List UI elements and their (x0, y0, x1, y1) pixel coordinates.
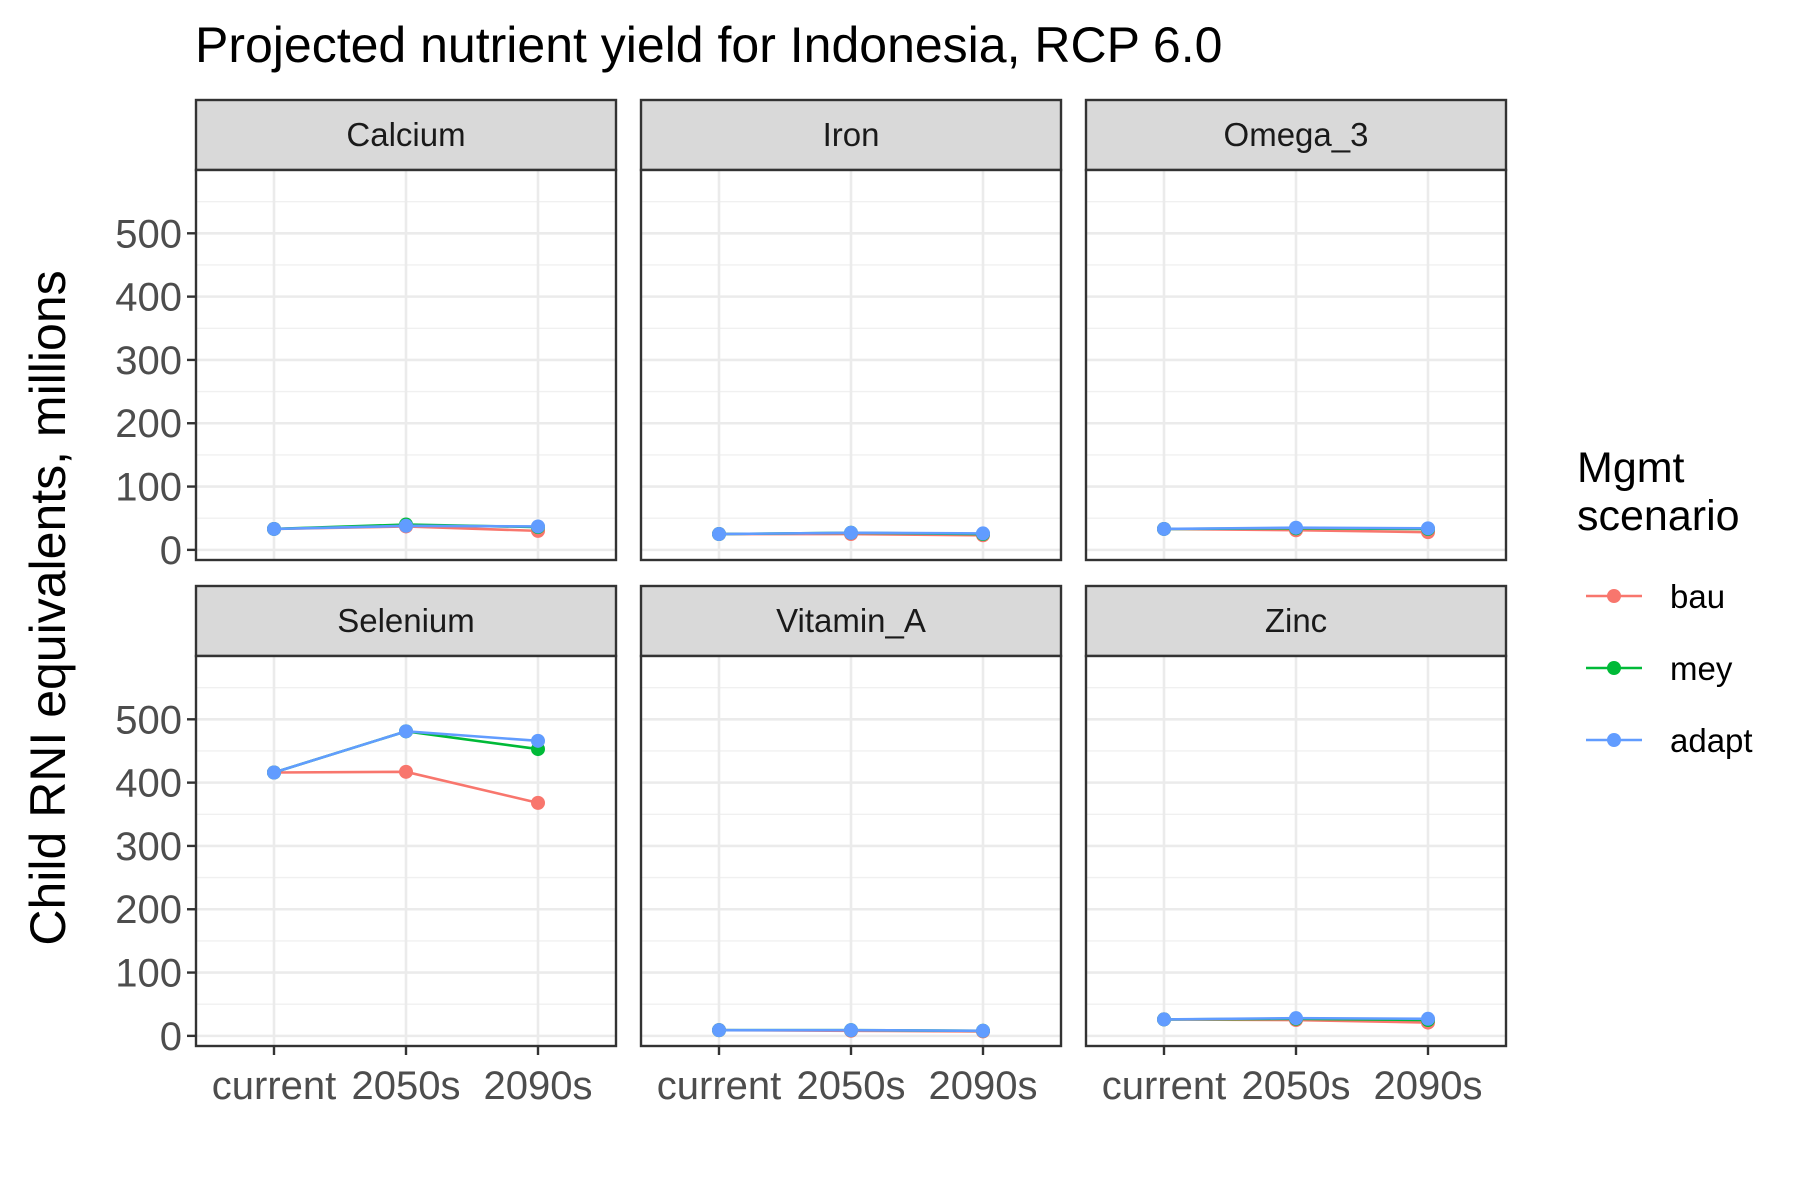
facet-panels: Calcium 0 100 200 300 400 500 Iron Omega_3 Seleni… (115, 98, 1508, 1108)
y-tick-label: 300 (115, 825, 182, 869)
panel-omega-3: Omega_3 (1084, 98, 1508, 562)
data-point-bau (531, 795, 545, 810)
y-tick-label: 200 (115, 402, 182, 446)
facet-strip (639, 584, 1063, 658)
legend-label: adapt (1670, 722, 1753, 759)
y-tick-label: 100 (115, 466, 182, 510)
facet-strip (1084, 584, 1508, 658)
y-tick-label: 400 (115, 276, 182, 320)
y-axis-label: Child RNI equivalents, millions (20, 270, 76, 945)
x-tick-label: 2050s (1242, 1064, 1351, 1108)
panel-border (639, 168, 1063, 562)
facet-label: Iron (823, 116, 880, 153)
chart-title: Projected nutrient yield for Indonesia, … (195, 17, 1222, 73)
panel-border (1084, 168, 1508, 562)
data-point-adapt (1289, 1011, 1303, 1026)
x-tick-label: 2050s (352, 1064, 461, 1108)
data-point-adapt (531, 519, 545, 534)
legend-label: mey (1670, 650, 1733, 687)
x-tick-label: current (657, 1064, 782, 1108)
legend-label: bau (1670, 578, 1725, 615)
facet-strip (194, 584, 618, 658)
data-point-adapt (531, 733, 545, 748)
x-tick-label: 2090s (929, 1064, 1038, 1108)
legend-key-point (1607, 589, 1621, 603)
legend-title: Mgmt scenario (1577, 444, 1740, 540)
facet-strip (194, 98, 618, 172)
legend-entry-mey: mey (1586, 650, 1733, 687)
data-point-adapt (844, 525, 858, 540)
y-tick-label: 0 (160, 529, 182, 573)
panel-calcium: Calcium 0 100 200 300 400 500 (115, 98, 618, 573)
y-tick-label: 100 (115, 952, 182, 996)
legend-key-point (1607, 733, 1621, 747)
y-tick-label: 300 (115, 339, 182, 383)
panel-zinc: Zinc current 2050s 2090s (1084, 584, 1508, 1108)
data-point-adapt (844, 1023, 858, 1038)
data-point-adapt (1289, 520, 1303, 535)
x-tick-label: 2090s (484, 1064, 593, 1108)
panel-selenium: Selenium 0 100 200 300 400 500 current 2050s 2090… (115, 584, 618, 1108)
facet-label: Calcium (346, 116, 465, 153)
x-tick-label: 2050s (797, 1064, 906, 1108)
facet-label: Zinc (1265, 602, 1327, 639)
data-point-adapt (1421, 1011, 1435, 1026)
data-point-adapt (976, 526, 990, 541)
data-point-bau (399, 764, 413, 779)
data-point-adapt (1157, 521, 1171, 536)
y-tick-label: 500 (115, 698, 182, 742)
panel-iron: Iron (639, 98, 1063, 562)
facet-label: Vitamin_A (776, 602, 926, 639)
x-tick-label: current (212, 1064, 337, 1108)
y-tick-label: 400 (115, 762, 182, 806)
data-point-adapt (976, 1023, 990, 1038)
data-point-adapt (712, 1023, 726, 1038)
x-tick-label: 2090s (1374, 1064, 1483, 1108)
legend-key-point (1607, 661, 1621, 675)
data-point-adapt (1157, 1012, 1171, 1027)
data-point-adapt (712, 527, 726, 542)
y-tick-label: 0 (160, 1015, 182, 1059)
facet-label: Omega_3 (1224, 116, 1369, 153)
data-point-adapt (1421, 521, 1435, 536)
data-point-adapt (399, 724, 413, 739)
data-point-adapt (267, 521, 281, 536)
legend-entry-bau: bau (1586, 578, 1725, 615)
panel-border (194, 168, 618, 562)
y-tick-label: 500 (115, 212, 182, 256)
data-point-adapt (267, 765, 281, 780)
x-tick-label: current (1102, 1064, 1227, 1108)
legend-entry-adapt: adapt (1586, 722, 1753, 759)
y-tick-label: 200 (115, 888, 182, 932)
data-point-adapt (399, 518, 413, 533)
legend: Mgmt scenario bau mey adapt (1577, 444, 1753, 759)
facet-label: Selenium (337, 602, 475, 639)
